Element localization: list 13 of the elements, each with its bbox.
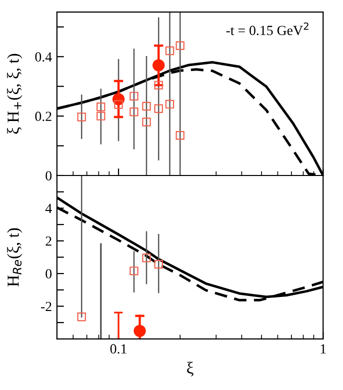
y-tick-label: 0 xyxy=(46,171,52,180)
y-axis-title: ξ H$_{+}$(ξ, ξ, t) xyxy=(7,54,22,134)
y-axis-title: H$_{Re}$(ξ, t) xyxy=(7,228,22,286)
annotation: -t = 0.15 GeV$^{2}$ xyxy=(226,22,308,36)
y-tick-label: 0.4 xyxy=(35,52,52,62)
x-tick-label: 0.1 xyxy=(110,344,126,354)
x-tick-label: 1 xyxy=(320,344,326,354)
y-tick-label: 4 xyxy=(45,204,52,213)
y-tick-label: 0.2 xyxy=(35,112,52,122)
y-tick-label: -2 xyxy=(41,302,52,312)
x-axis-title: ξ xyxy=(187,362,194,376)
y-tick-label: 0 xyxy=(46,269,52,278)
y-tick-label: 2 xyxy=(46,236,52,246)
